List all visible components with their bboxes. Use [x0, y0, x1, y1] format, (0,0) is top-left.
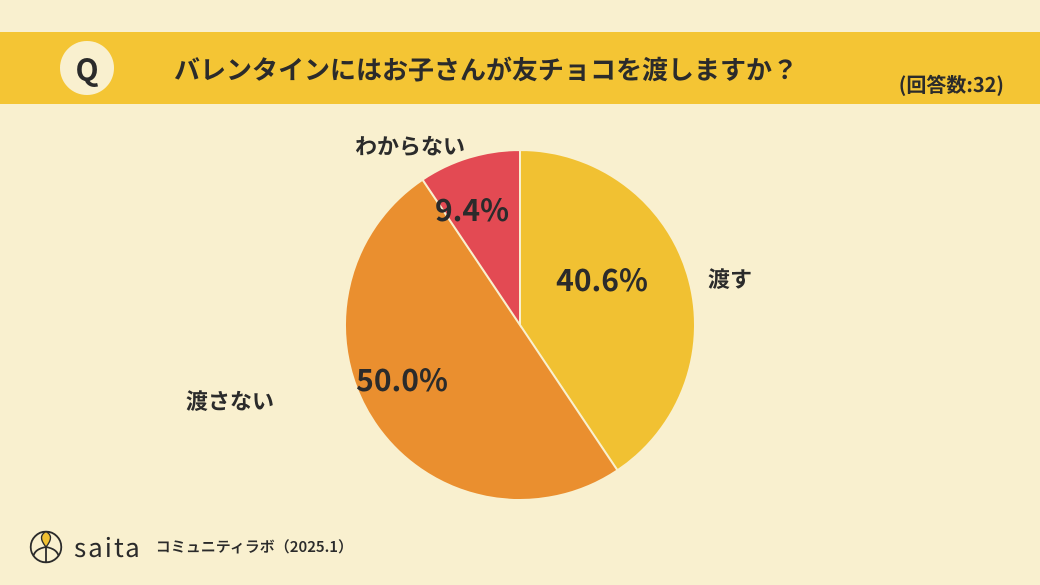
brand-logo-icon: [28, 529, 64, 565]
question-header-bar: Q バレンタインにはお子さんが友チョコを渡しますか？ (回答数:32): [0, 32, 1040, 104]
q-badge-label: Q: [75, 46, 98, 90]
pie-chart: [345, 150, 695, 500]
pct-label-2: 9.4%: [435, 186, 509, 230]
question-text: バレンタインにはお子さんが友チョコを渡しますか？: [174, 50, 798, 87]
pct-label-1: 50.0%: [356, 356, 448, 400]
pct-label-0: 40.6%: [556, 256, 648, 300]
footer-subtext: コミュニティラボ（2025.1）: [156, 536, 353, 557]
cat-label-1: 渡さない: [186, 384, 274, 416]
brand-name: saita: [74, 528, 142, 565]
cat-label-2: わからない: [355, 129, 465, 161]
q-badge: Q: [60, 41, 114, 95]
respondents-count: (回答数:32): [899, 69, 1004, 98]
footer: saita コミュニティラボ（2025.1）: [28, 528, 353, 565]
cat-label-0: 渡す: [708, 262, 752, 294]
